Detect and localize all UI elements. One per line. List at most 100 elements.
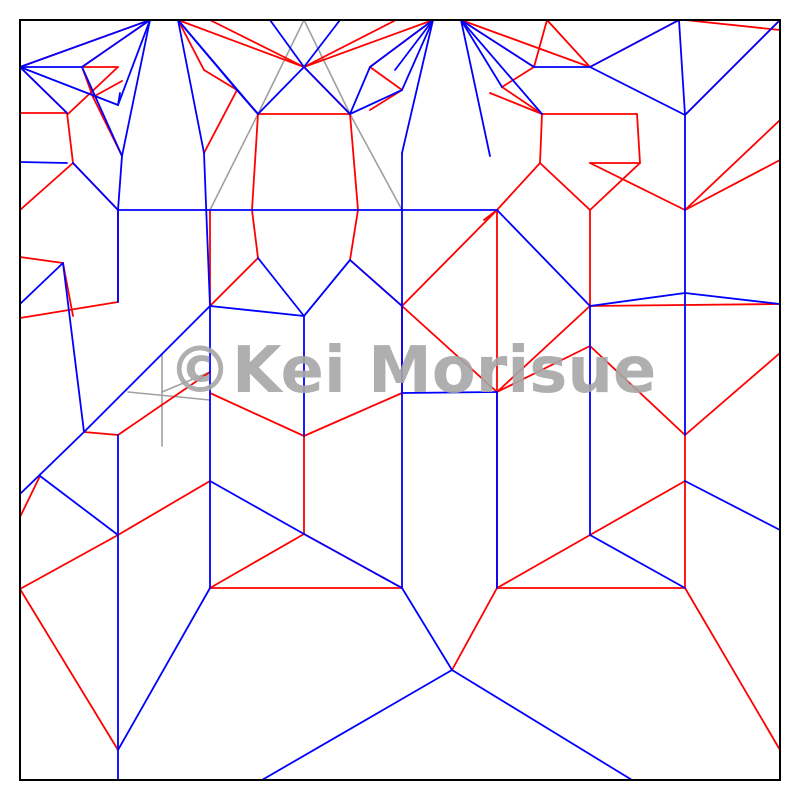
- mountain-crease-line: [177, 19, 205, 154]
- valley-crease-line: [539, 113, 543, 164]
- valley-crease-line: [589, 162, 686, 211]
- auxiliary-crease-line: [161, 371, 211, 393]
- valley-crease-line: [83, 431, 119, 436]
- valley-crease-line: [177, 19, 205, 71]
- mountain-crease-line: [72, 162, 119, 211]
- valley-crease-line: [19, 256, 64, 264]
- mountain-crease-line: [81, 19, 151, 68]
- mountain-crease-line: [62, 262, 85, 433]
- valley-crease-line: [539, 162, 591, 211]
- valley-crease-line: [684, 587, 781, 751]
- mountain-crease-line: [303, 66, 351, 115]
- mountain-crease-line: [349, 259, 403, 307]
- valley-crease-line: [401, 305, 498, 393]
- valley-crease-line: [369, 66, 403, 91]
- valley-crease-line: [209, 392, 305, 437]
- valley-crease-line: [19, 162, 74, 211]
- auxiliary-lines: [127, 19, 403, 447]
- mountain-crease-line: [460, 19, 491, 157]
- valley-crease-line: [251, 113, 259, 211]
- mountain-crease-line: [261, 669, 453, 781]
- mountain-crease-line: [257, 257, 305, 317]
- mountain-crease-line: [203, 152, 211, 307]
- mountain-crease-line: [460, 19, 503, 88]
- mountain-crease-line: [451, 669, 633, 781]
- valley-crease-line: [303, 19, 434, 68]
- valley-crease-line: [209, 533, 305, 589]
- auxiliary-crease-line: [349, 113, 403, 211]
- valley-crease-line: [203, 89, 238, 154]
- mountain-crease-line: [589, 534, 686, 589]
- valley-crease-line: [684, 19, 781, 31]
- mountain-folds: [19, 19, 781, 781]
- valley-crease-line: [117, 480, 211, 536]
- valley-crease-line: [496, 162, 541, 211]
- valley-crease-line: [349, 209, 359, 261]
- mountain-crease-line: [349, 89, 403, 115]
- valley-crease-line: [117, 371, 211, 436]
- valley-crease-line: [177, 19, 305, 68]
- auxiliary-crease-line: [303, 19, 351, 115]
- paper-border: [19, 19, 781, 781]
- mountain-crease-line: [589, 66, 686, 116]
- mountain-crease-line: [401, 19, 434, 91]
- valley-crease-line: [251, 209, 259, 259]
- valley-crease-line: [451, 587, 498, 671]
- mountain-crease-line: [209, 480, 305, 535]
- valley-crease-line: [589, 345, 686, 436]
- mountain-crease-line: [401, 391, 498, 394]
- valley-crease-line: [589, 162, 641, 211]
- valley-crease-line: [589, 480, 686, 536]
- mountain-crease-line: [117, 19, 151, 106]
- valley-crease-line: [19, 534, 119, 590]
- valley-crease-line: [684, 159, 781, 211]
- mountain-crease-line: [81, 66, 123, 157]
- mountain-crease-line: [19, 161, 68, 164]
- valley-crease-line: [533, 19, 548, 68]
- mountain-crease-line: [684, 292, 781, 305]
- valley-crease-line: [460, 19, 591, 68]
- mountain-crease-line: [83, 305, 211, 433]
- mountain-crease-line: [19, 262, 64, 305]
- mountain-crease-line: [303, 533, 403, 589]
- valley-crease-line: [496, 305, 591, 393]
- mountain-crease-line: [39, 475, 119, 536]
- mountain-crease-line: [269, 19, 305, 68]
- valley-crease-line: [636, 113, 641, 164]
- valley-crease-line: [92, 80, 123, 98]
- paper-background: [20, 20, 780, 780]
- mountain-crease-line: [19, 66, 68, 114]
- valley-crease-line: [496, 345, 591, 393]
- mountain-crease-line: [589, 292, 686, 307]
- mountain-crease-line: [684, 480, 781, 531]
- valley-crease-line: [546, 19, 591, 68]
- auxiliary-crease-line: [257, 19, 305, 115]
- mountain-crease-line: [369, 19, 434, 68]
- mountain-crease-line: [589, 19, 680, 68]
- mountain-crease-line: [117, 155, 123, 211]
- mountain-crease-line: [209, 305, 305, 317]
- mountain-crease-line: [19, 431, 85, 495]
- valley-crease-line: [303, 19, 397, 68]
- mountain-crease-line: [19, 66, 119, 106]
- mountain-crease-line: [460, 19, 543, 115]
- valley-crease-line: [19, 475, 41, 518]
- watermark-text: ©Kei Morisue: [168, 334, 656, 408]
- valley-crease-line: [496, 534, 591, 589]
- mountain-crease-line: [117, 587, 211, 751]
- mountain-crease-line: [684, 19, 781, 116]
- valley-crease-line: [209, 19, 305, 68]
- mountain-crease-line: [236, 89, 259, 115]
- mountain-crease-line: [401, 19, 434, 154]
- mountain-crease-line: [257, 66, 305, 115]
- valley-crease-line: [19, 588, 119, 751]
- mountain-crease-line: [121, 19, 151, 157]
- valley-crease-line: [684, 119, 781, 211]
- mountain-crease-line: [394, 19, 434, 71]
- auxiliary-crease-line: [127, 391, 211, 401]
- mountain-crease-line: [117, 92, 121, 106]
- mountain-crease-line: [496, 209, 591, 307]
- valley-crease-line: [401, 209, 498, 307]
- valley-crease-line: [209, 257, 259, 307]
- mountain-crease-line: [349, 66, 371, 115]
